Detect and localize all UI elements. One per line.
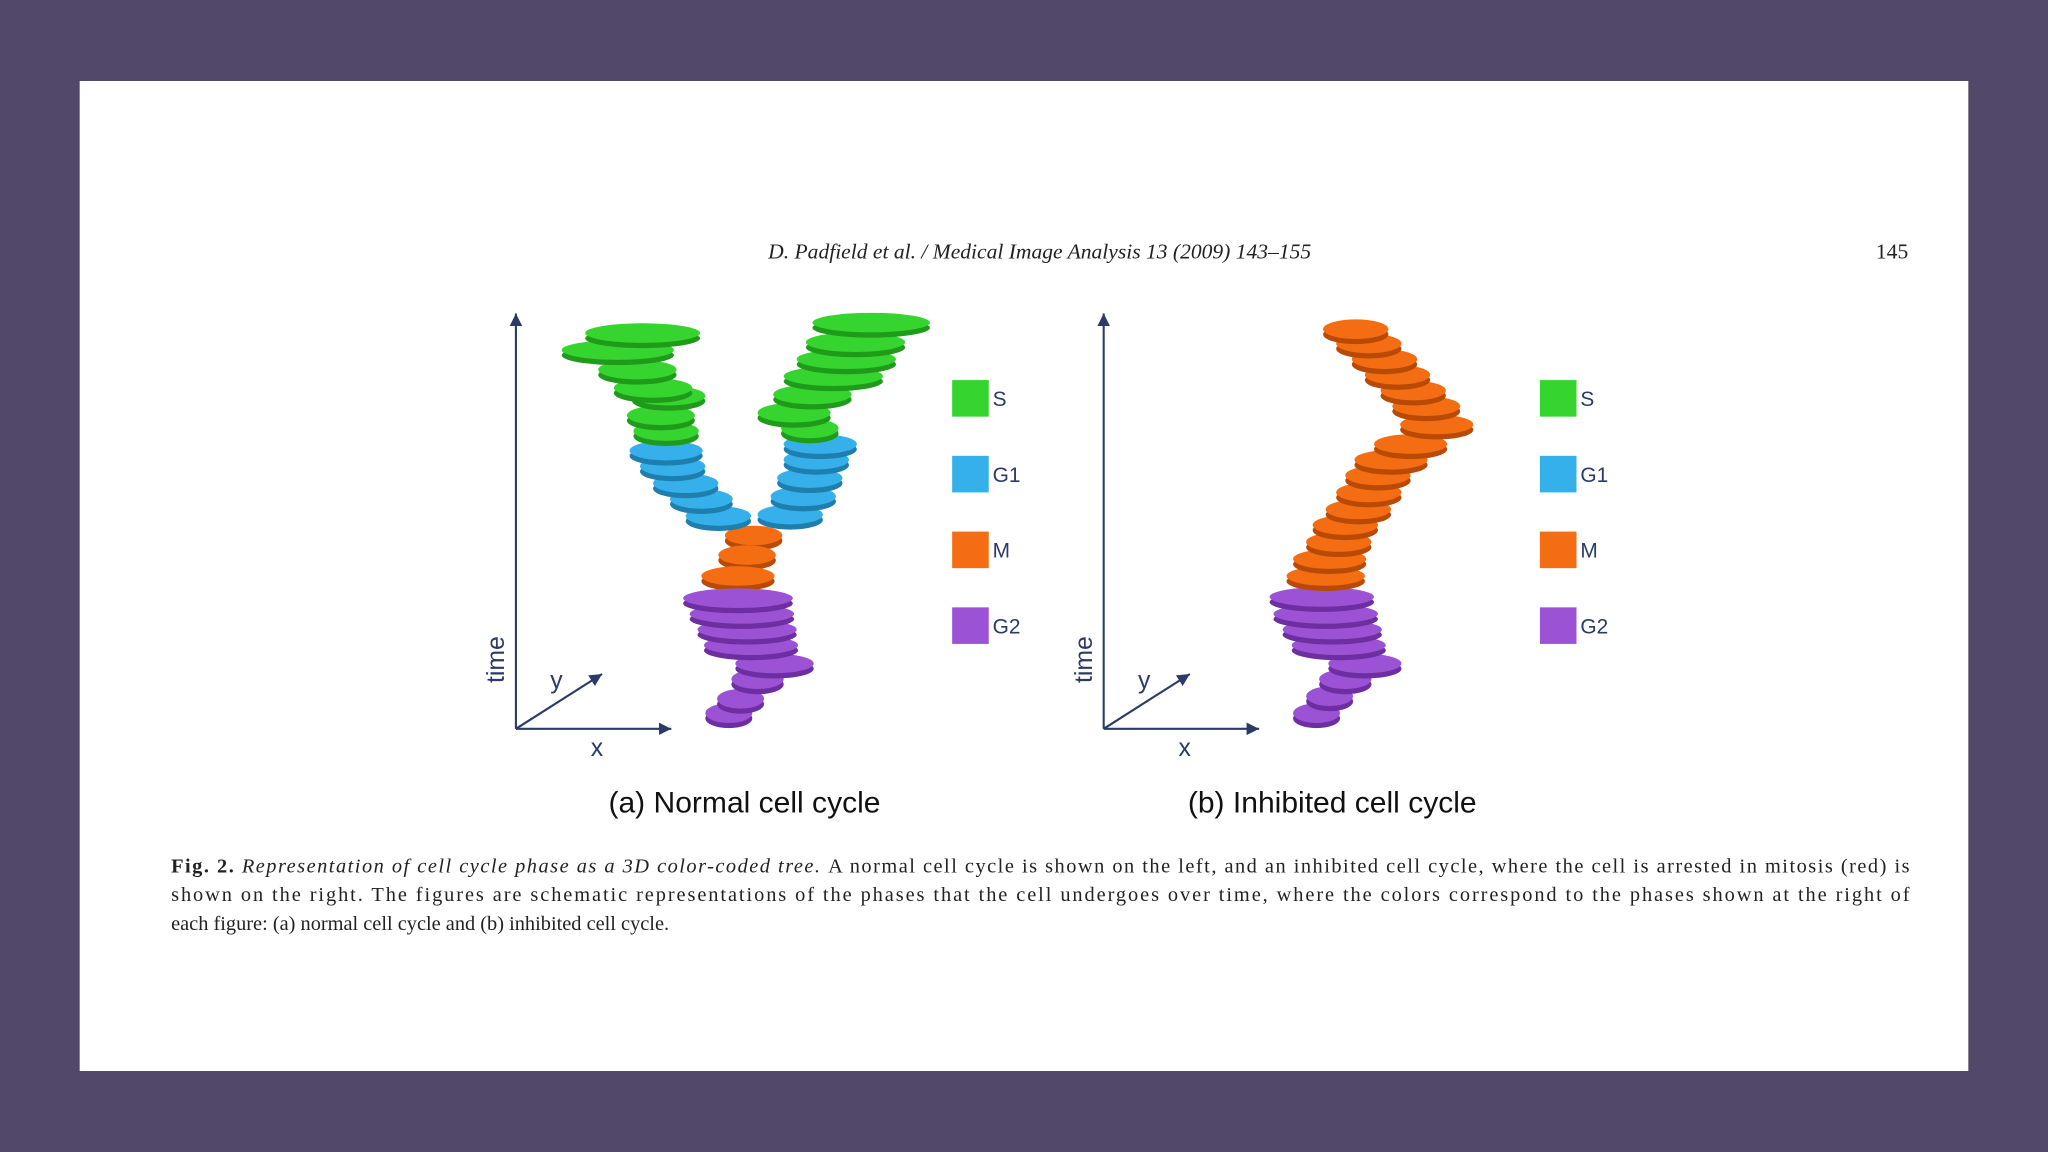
legend-swatch [952,607,989,644]
figure: time x y S G1 M G2 (b) Inhibited cell cycle [1071,313,1608,819]
legend-label: G2 [993,615,1021,638]
disc [1269,587,1375,607]
page-number: 145 [1876,240,1908,264]
legend-label: G1 [1580,464,1608,487]
disc [1323,319,1389,339]
legend-label: M [1580,540,1597,563]
legend-label: G1 [993,464,1021,487]
legend-swatch [1539,607,1577,644]
legend-label: S [993,388,1007,411]
legend-label: M [993,540,1010,563]
legend-swatch [1539,455,1577,493]
disc [683,588,793,608]
figure-group: time x y S G1 M G2 (a) Normal cell cycle time x y S… [483,312,1608,819]
axis-label: y [1138,667,1151,694]
disc [718,545,776,565]
axis-label: time [1071,636,1098,683]
legend-swatch [1539,531,1577,569]
legend-label: G2 [1580,615,1608,638]
axis-label: y [550,667,563,694]
paper-page [79,80,1969,1072]
axis-label: x [591,735,604,762]
disc [812,312,930,333]
y-axis [1103,673,1191,730]
legend-swatch [952,531,989,569]
running-head: D. Padfield et al. / Medical Image Analy… [767,240,1311,264]
disc [724,525,783,546]
y-axis [515,673,603,730]
subcaption: (b) Inhibited cell cycle [1188,786,1477,819]
subcaption: (a) Normal cell cycle [608,786,880,819]
caption-line: shown on the right. The figures are sche… [171,884,1910,906]
legend-swatch [952,455,989,493]
figure: time x y S G1 M G2 (a) Normal cell cycle [483,312,1021,819]
legend-swatch [1539,380,1577,417]
legend-swatch [952,380,989,417]
axis-label: time [483,636,510,683]
disc [701,566,775,586]
caption-line: each figure: (a) normal cell cycle and (… [171,913,669,935]
caption-text: A normal cell cycle is shown on the left… [828,855,1910,877]
disc [585,323,701,343]
legend-label: S [1580,388,1594,411]
axis-label: x [1178,735,1191,762]
caption-title: Representation of cell cycle phase as a … [241,855,820,877]
disc [629,440,703,461]
